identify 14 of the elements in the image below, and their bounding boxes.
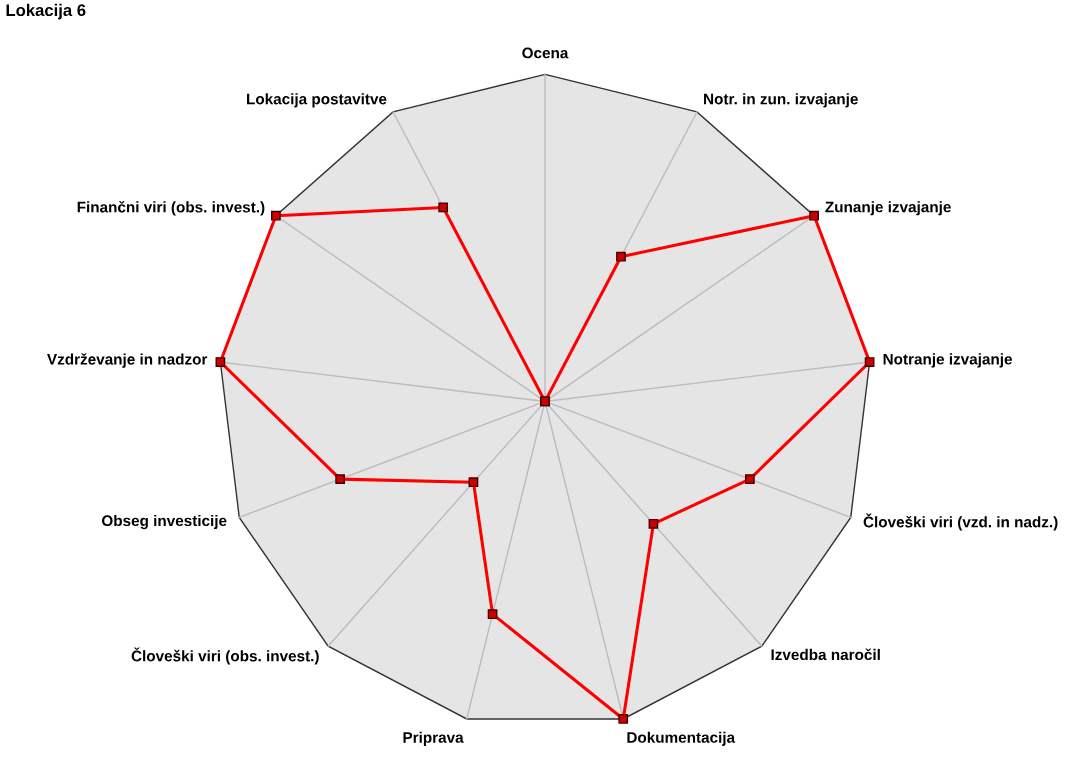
spoke-label: Dokumentacija <box>627 731 736 746</box>
chart-title: Lokacija 6 <box>6 3 86 20</box>
spoke-label: Lokacija postavitve <box>247 93 387 108</box>
spoke-label: Izvedba naročil <box>771 648 880 661</box>
spoke-label: Notr. in zun. izvajanje <box>704 93 858 108</box>
spoke-label: Vzdrževanje in nadzor <box>47 353 208 368</box>
spoke-label: Notranje izvajanje <box>883 353 1012 368</box>
spoke-label: Ocena <box>522 47 569 59</box>
spoke-label: Obseg investicije <box>101 514 227 530</box>
spoke-label: Človeški viri (vzd. in nadz.) <box>863 513 1058 531</box>
spoke-label: Finančni viri (obs. invest.) <box>77 200 265 216</box>
spoke-label: Zunanje izvajanje <box>825 201 951 216</box>
spoke-label: Človeški viri (obs. invest.) <box>131 647 319 665</box>
spoke-label: Priprava <box>403 731 464 746</box>
